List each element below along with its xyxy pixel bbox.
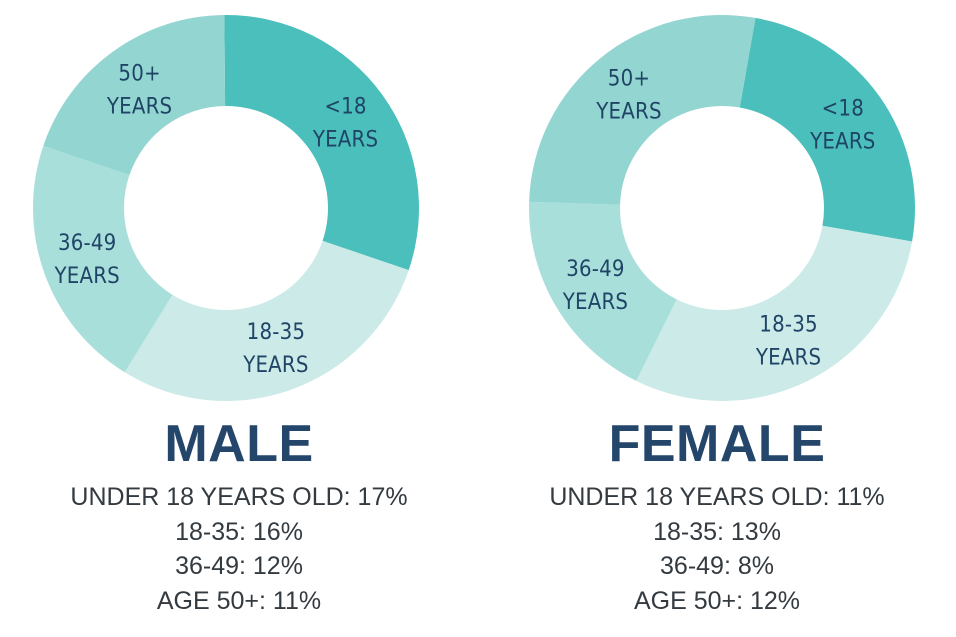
- male-slice-label-under-18: <18 YEARS: [312, 95, 378, 153]
- male-title: MALE: [164, 415, 314, 473]
- female-stat-under-18: UNDER 18 YEARS OLD: 11%: [549, 483, 885, 511]
- female-title: FEMALE: [608, 415, 826, 473]
- male-panel: <18 YEARS 18-35 YEARS 36-49 YEARS 50+ YEARS MAL…: [0, 15, 478, 618]
- female-slice-label-18-35: 18-35 YEARS: [755, 313, 821, 371]
- male-slice-label-18-35: 18-35 YEARS: [242, 320, 308, 378]
- male-slice-18-35: [124, 240, 409, 402]
- female-slice-50-plus: [529, 15, 756, 205]
- male-stat-36-49: 36-49: 12%: [175, 552, 303, 580]
- male-slice-36-49: [32, 145, 173, 373]
- female-slice-label-under-18: <18 YEARS: [809, 96, 875, 154]
- male-slice-label-36-49: 36-49 YEARS: [53, 231, 119, 289]
- male-stat-18-35: 18-35: 16%: [175, 517, 303, 546]
- female-stat-50-plus: AGE 50+: 12%: [633, 586, 801, 615]
- male-stat-under-18: UNDER 18 YEARS OLD: 17%: [70, 483, 408, 511]
- female-slice-under-18: [739, 17, 915, 242]
- female-slice-label-50-plus: 50+ YEARS: [595, 67, 661, 125]
- female-donut-chart: <18 YEARS 18-35 YEARS 36-49 YEARS 50+ YEARS: [529, 15, 915, 401]
- male-donut-chart: <18 YEARS 18-35 YEARS 36-49 YEARS 50+ YEARS: [32, 15, 419, 402]
- male-slice-label-50-plus: 50+ YEARS: [106, 61, 172, 119]
- female-stat-36-49: 36-49: 8%: [660, 552, 774, 580]
- female-slice-18-35: [636, 225, 913, 401]
- female-slice-label-36-49: 36-49 YEARS: [562, 257, 628, 315]
- female-panel: <18 YEARS 18-35 YEARS 36-49 YEARS 50+ YEARS FEM…: [478, 0, 956, 637]
- female-stats-list: UNDER 18 YEARS OLD: 11% 18-35: 13% 36-49…: [478, 480, 956, 618]
- male-slice-under-18: [224, 15, 419, 271]
- male-stats-list: UNDER 18 YEARS OLD: 17% 18-35: 16% 36-49…: [0, 480, 478, 618]
- female-stat-18-35: 18-35: 13%: [653, 517, 781, 546]
- male-slice-50-plus: [43, 15, 226, 176]
- female-slice-36-49: [529, 201, 677, 381]
- male-stat-50-plus: AGE 50+: 11%: [156, 586, 322, 615]
